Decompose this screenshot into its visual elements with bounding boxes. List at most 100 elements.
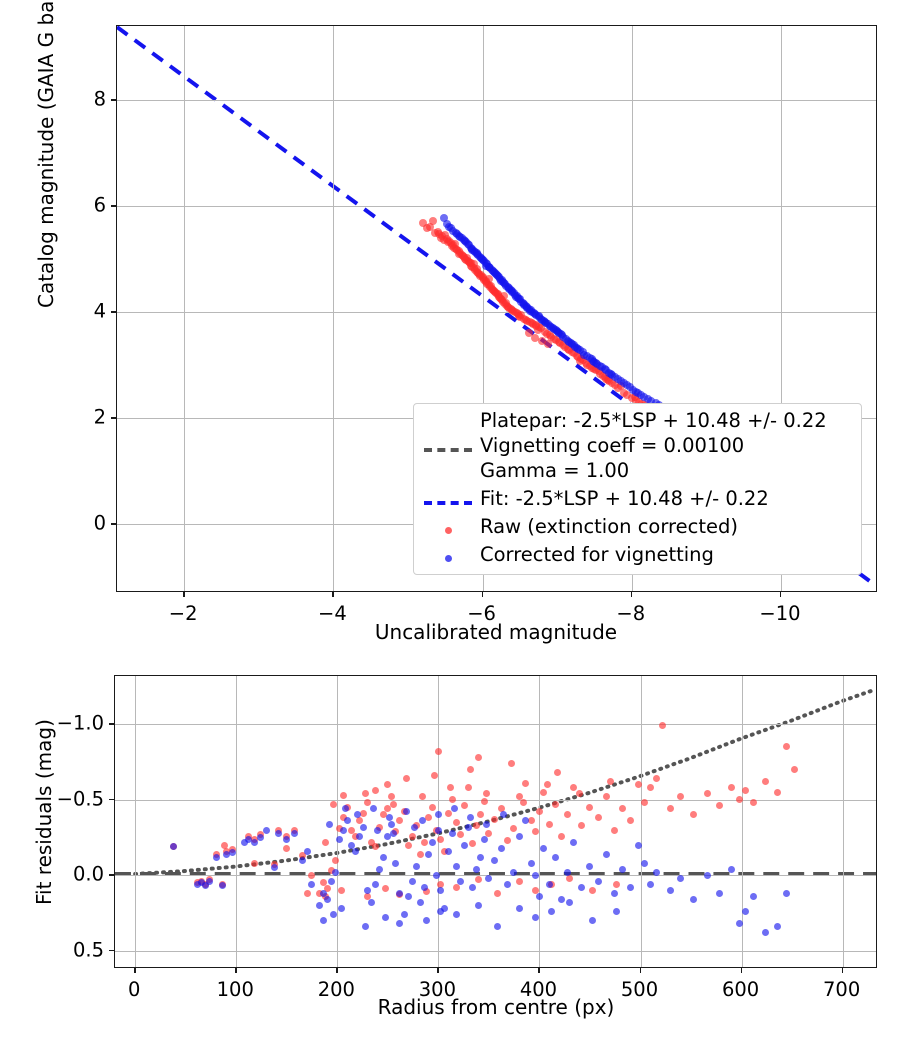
scatter-point — [597, 363, 606, 372]
scatter-point — [420, 883, 428, 891]
scatter-point — [428, 217, 437, 225]
scatter-point — [416, 899, 424, 907]
scatter-point — [388, 793, 396, 801]
scatter-point — [509, 307, 518, 316]
scatter-point — [390, 800, 398, 808]
scatter-point — [552, 800, 560, 808]
scatter-point — [303, 889, 311, 897]
scatter-point — [659, 722, 667, 730]
scatter-point — [441, 230, 450, 239]
scatter-point — [386, 814, 394, 822]
scatter-point — [521, 779, 529, 787]
scatter-point — [566, 899, 574, 907]
scatter-point — [483, 790, 491, 798]
scatter-point — [544, 339, 553, 348]
scatter-point — [396, 920, 404, 928]
scatter-point — [271, 864, 279, 872]
grid-line-vertical — [333, 26, 335, 591]
scatter-point — [388, 820, 396, 828]
scatter-point — [372, 787, 380, 795]
tick-mark — [111, 311, 116, 313]
scatter-point — [497, 805, 505, 813]
scatter-point — [477, 853, 485, 861]
y-tick-label: 4 — [93, 299, 106, 323]
scatter-point — [558, 896, 566, 904]
scatter-point — [602, 366, 611, 375]
scatter-point — [337, 905, 345, 913]
scatter-point — [347, 841, 355, 849]
scatter-point — [202, 882, 210, 890]
scatter-point — [384, 832, 392, 840]
scatter-point — [374, 826, 382, 834]
scatter-point — [541, 318, 550, 327]
scatter-point — [329, 800, 337, 808]
scatter-point — [430, 772, 438, 780]
legend-label-1: Vignetting coeff = 0.00100 — [480, 434, 745, 457]
y-tick-label: 2 — [93, 405, 106, 429]
scatter-point — [447, 224, 456, 233]
scatter-point — [578, 355, 587, 364]
scatter-point — [580, 350, 589, 359]
scatter-point — [539, 788, 547, 796]
scatter-point — [531, 886, 539, 894]
scatter-point — [667, 805, 675, 813]
scatter-point — [485, 263, 494, 272]
scatter-point — [467, 814, 475, 822]
scatter-point — [198, 879, 206, 887]
scatter-point — [416, 850, 424, 858]
tick-mark — [111, 417, 116, 419]
vignetting-dash-swatch — [424, 448, 472, 452]
scatter-point — [392, 859, 400, 867]
scatter-point — [457, 877, 465, 885]
scatter-point — [337, 886, 345, 894]
scatter-point — [610, 889, 618, 897]
top-panel-ylabel: Catalog magnitude (GAIA G band) — [34, 0, 58, 308]
scatter-point — [530, 333, 539, 342]
scatter-point — [535, 808, 543, 816]
grid-line-horizontal — [115, 875, 876, 877]
grid-line-vertical — [781, 26, 782, 591]
scatter-point — [356, 817, 364, 825]
scatter-point — [667, 886, 675, 894]
scatter-point — [552, 335, 561, 344]
scatter-point — [467, 766, 475, 774]
scatter-point — [612, 880, 620, 888]
scatter-point — [343, 817, 351, 825]
scatter-point — [434, 826, 442, 834]
scatter-point — [538, 336, 547, 345]
scatter-point — [444, 809, 452, 817]
scatter-point — [327, 867, 335, 875]
scatter-point — [524, 329, 533, 338]
y-tick-label: 8 — [93, 87, 106, 111]
scatter-point — [569, 349, 578, 358]
scatter-point — [531, 914, 539, 922]
scatter-point — [457, 831, 465, 839]
scatter-point — [647, 880, 655, 888]
scatter-point — [436, 880, 444, 888]
scatter-point — [554, 769, 562, 777]
scatter-point — [352, 832, 360, 840]
scatter-point — [240, 838, 248, 846]
scatter-point — [451, 805, 459, 813]
y-tick-label: 0 — [93, 511, 106, 535]
scatter-point — [194, 880, 202, 888]
scatter-point — [575, 346, 584, 355]
scatter-point — [439, 236, 448, 245]
scatter-point — [283, 835, 291, 843]
scatter-point — [404, 893, 412, 900]
grid-line-horizontal — [117, 100, 876, 102]
scatter-point — [354, 811, 362, 819]
x-tick-label: −8 — [616, 602, 646, 625]
grid-line-vertical — [135, 676, 137, 967]
scatter-point — [360, 823, 368, 831]
scatter-point — [439, 213, 448, 222]
scatter-point — [552, 853, 560, 861]
scatter-point — [362, 790, 370, 798]
tick-mark — [538, 968, 540, 973]
tick-mark — [111, 523, 116, 525]
legend-label-2: Gamma = 1.00 — [480, 459, 630, 482]
scatter-point — [220, 841, 228, 849]
tick-mark — [111, 205, 116, 207]
scatter-point — [527, 859, 535, 867]
scatter-point — [500, 279, 509, 287]
